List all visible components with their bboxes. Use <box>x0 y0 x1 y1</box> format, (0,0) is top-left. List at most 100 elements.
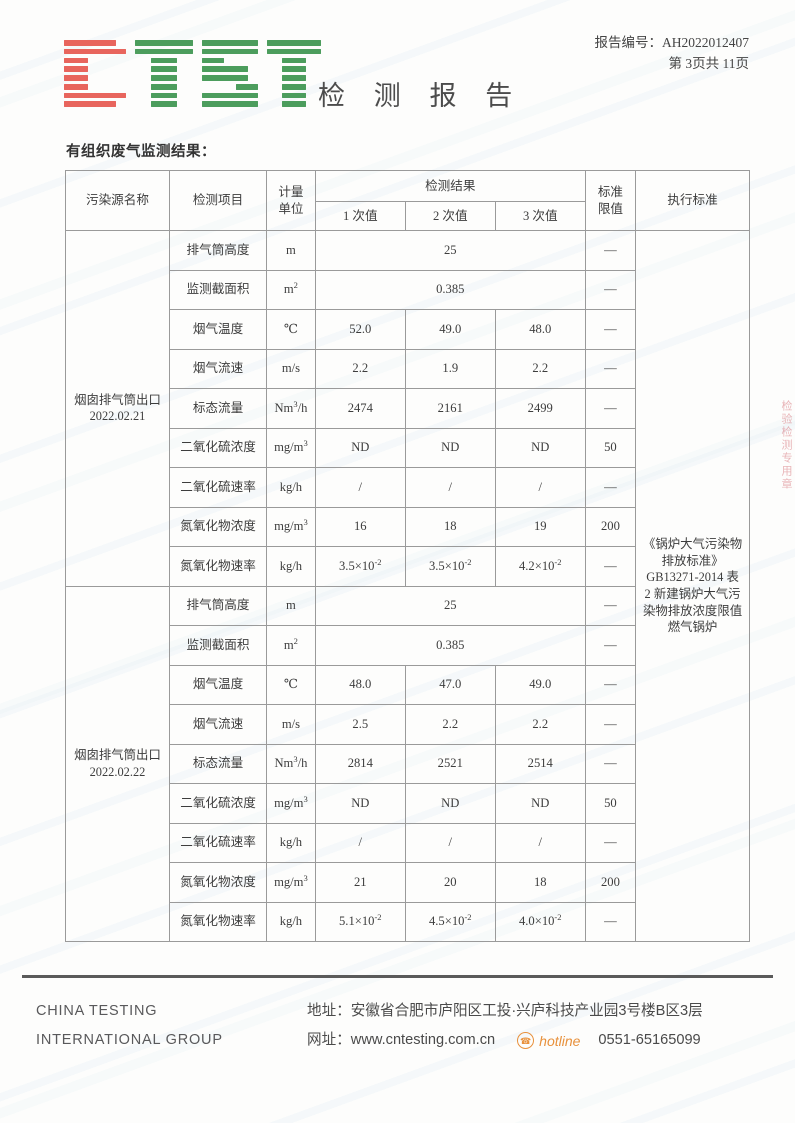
cell-value-2: 18 <box>404 506 496 547</box>
cell-value-2: ND <box>404 783 496 824</box>
section-caption: 有组织废气监测结果： <box>66 144 216 160</box>
page-header: 检 测 报 告 报告编号：AH2022012407 第 3页共 11页 <box>0 0 795 132</box>
cell-value-2: ND <box>404 427 496 468</box>
cell-unit: m <box>266 230 316 271</box>
hotline-number: 0551-65165099 <box>598 1032 701 1049</box>
cell-value-3: 4.0×10-2 <box>494 901 586 942</box>
cell-value-1: 2.2 <box>314 348 406 389</box>
phone-icon: ☎ <box>517 1032 535 1050</box>
cell-unit: mg/m3 <box>266 427 316 468</box>
cell-limit: — <box>584 269 637 310</box>
table-row: 二氧化硫浓度 mg/m3 ND ND ND 50 <box>66 427 750 468</box>
header-limit-line1: 标准 <box>597 184 624 199</box>
header-source: 污染源名称 <box>65 170 170 231</box>
cell-limit: — <box>584 348 637 389</box>
footer-website-row: 网址：www.cntesting.com.cn ☎ hotline 0551-6… <box>307 1026 703 1055</box>
table-row: 氮氧化物速率 kg/h 5.1×10-2 4.5×10-2 4.0×10-2— <box>66 901 750 942</box>
cell-value-merged: 0.385 <box>314 269 586 310</box>
cell-item: 烟气流速 <box>168 348 268 389</box>
cell-value-1: ND <box>314 427 406 468</box>
cell-item: 氮氧化物速率 <box>168 901 268 942</box>
cell-item: 氮氧化物浓度 <box>168 506 268 547</box>
cell-value-1: 2.5 <box>314 704 406 745</box>
header-value-1: 1 次值 <box>314 201 406 231</box>
cell-unit: kg/h <box>266 901 316 942</box>
cell-value-1: 2474 <box>314 388 406 429</box>
cell-value-1: ND <box>314 783 406 824</box>
table-body: 烟囱排气筒出口 2022.02.21 排气筒高度 m 25— 《锅炉大气污染物排放标准》 … <box>65 230 750 942</box>
header-standard: 执行标准 <box>635 170 750 231</box>
cell-source-name: 烟囱排气筒出口 2022.02.21 <box>65 230 170 587</box>
brand-line-2: INTERNATIONAL GROUP <box>36 1032 223 1048</box>
footer-divider <box>22 975 773 978</box>
page-title: 检 测 报 告 <box>318 81 524 111</box>
cell-limit: 50 <box>584 427 637 468</box>
cell-value-2: / <box>404 822 496 863</box>
cell-limit: — <box>584 467 637 508</box>
cell-limit: — <box>584 585 637 626</box>
cell-item: 监测截面积 <box>168 269 268 310</box>
cell-unit: mg/m3 <box>266 862 316 903</box>
table-row: 氮氧化物浓度 mg/m3 16 18 19 200 <box>66 506 750 547</box>
header-unit-line2: 单位 <box>278 201 304 216</box>
cell-unit: mg/m3 <box>266 506 316 547</box>
cell-value-3: ND <box>494 427 586 468</box>
footer-brand: CHINA TESTING INTERNATIONAL GROUP <box>36 997 223 1055</box>
cell-item: 烟气流速 <box>168 704 268 745</box>
cell-limit: — <box>584 822 637 863</box>
cell-item: 二氧化硫浓度 <box>168 783 268 824</box>
table-row: 烟囱排气筒出口 2022.02.22 排气筒高度 m 25— <box>65 585 750 942</box>
table-head: 污染源名称 检测项目 计量 单位 检测结果 标准 限值 执行标准 1 次值 2 … <box>65 170 750 231</box>
table-row: 氮氧化物速率 kg/h 3.5×10-2 3.5×10-2 4.2×10-2— <box>66 546 750 587</box>
cell-item: 监测截面积 <box>168 625 268 666</box>
table-row: 烟气流速 m/s 2.2 1.9 2.2— <box>66 348 750 389</box>
cell-value-2: 4.5×10-2 <box>404 901 496 942</box>
report-meta: 报告编号：AH2022012407 第 3页共 11页 <box>595 33 750 75</box>
header-results: 检测结果 <box>314 170 586 202</box>
cell-value-2: 20 <box>404 862 496 903</box>
cell-value-merged: 0.385 <box>314 625 586 666</box>
page-footer: CHINA TESTING INTERNATIONAL GROUP 地址：安徽省… <box>0 993 795 1073</box>
source-name: 烟囱排气筒出口 <box>74 748 161 763</box>
cell-limit: — <box>584 388 637 429</box>
header-value-2: 2 次值 <box>404 201 496 231</box>
cell-value-3: 48.0 <box>494 309 586 350</box>
cell-value-1: / <box>314 467 406 508</box>
cell-value-1: 3.5×10-2 <box>314 546 406 587</box>
logo-letter-c-icon <box>64 40 126 108</box>
cell-value-merged: 25 <box>314 230 586 271</box>
cell-unit: m2 <box>266 625 316 666</box>
cell-value-2: 2521 <box>404 743 496 784</box>
cell-value-1: 5.1×10-2 <box>314 901 406 942</box>
cell-unit: kg/h <box>266 546 316 587</box>
footer-address: 地址：安徽省合肥市庐阳区工投·兴庐科技产业园3号楼B区3层 <box>307 1003 703 1019</box>
cell-limit: 200 <box>584 862 637 903</box>
hotline-label: hotline <box>539 1032 581 1049</box>
cell-item: 二氧化硫速率 <box>168 467 268 508</box>
cell-execution-standard: 《锅炉大气污染物排放标准》 GB13271-2014 表 2 新建锅炉大气污染物… <box>635 230 750 942</box>
source-date: 2022.02.21 <box>89 409 146 424</box>
header-value-3: 3 次值 <box>494 201 586 231</box>
cell-limit: — <box>584 546 637 587</box>
cell-unit: kg/h <box>266 467 316 508</box>
cell-limit: — <box>584 625 637 666</box>
table-row: 监测截面积 m2 0.385— <box>66 625 750 666</box>
cell-unit: ℃ <box>266 664 316 705</box>
cell-value-2: 2161 <box>404 388 496 429</box>
cell-item: 排气筒高度 <box>168 585 268 626</box>
cell-limit: 200 <box>584 506 637 547</box>
cell-value-2: / <box>404 467 496 508</box>
cell-limit: — <box>584 743 637 784</box>
cell-value-3: / <box>494 822 586 863</box>
cell-unit: ℃ <box>266 309 316 350</box>
cell-unit: kg/h <box>266 822 316 863</box>
footer-website[interactable]: 网址：www.cntesting.com.cn <box>307 1032 496 1049</box>
cell-value-3: 49.0 <box>494 664 586 705</box>
cell-limit: — <box>584 704 637 745</box>
cell-unit: m/s <box>266 704 316 745</box>
page-number: 第 3页共 11页 <box>668 55 750 71</box>
cell-value-1: 52.0 <box>314 309 406 350</box>
cell-item: 氮氧化物速率 <box>168 546 268 587</box>
ctst-logo <box>64 40 321 108</box>
